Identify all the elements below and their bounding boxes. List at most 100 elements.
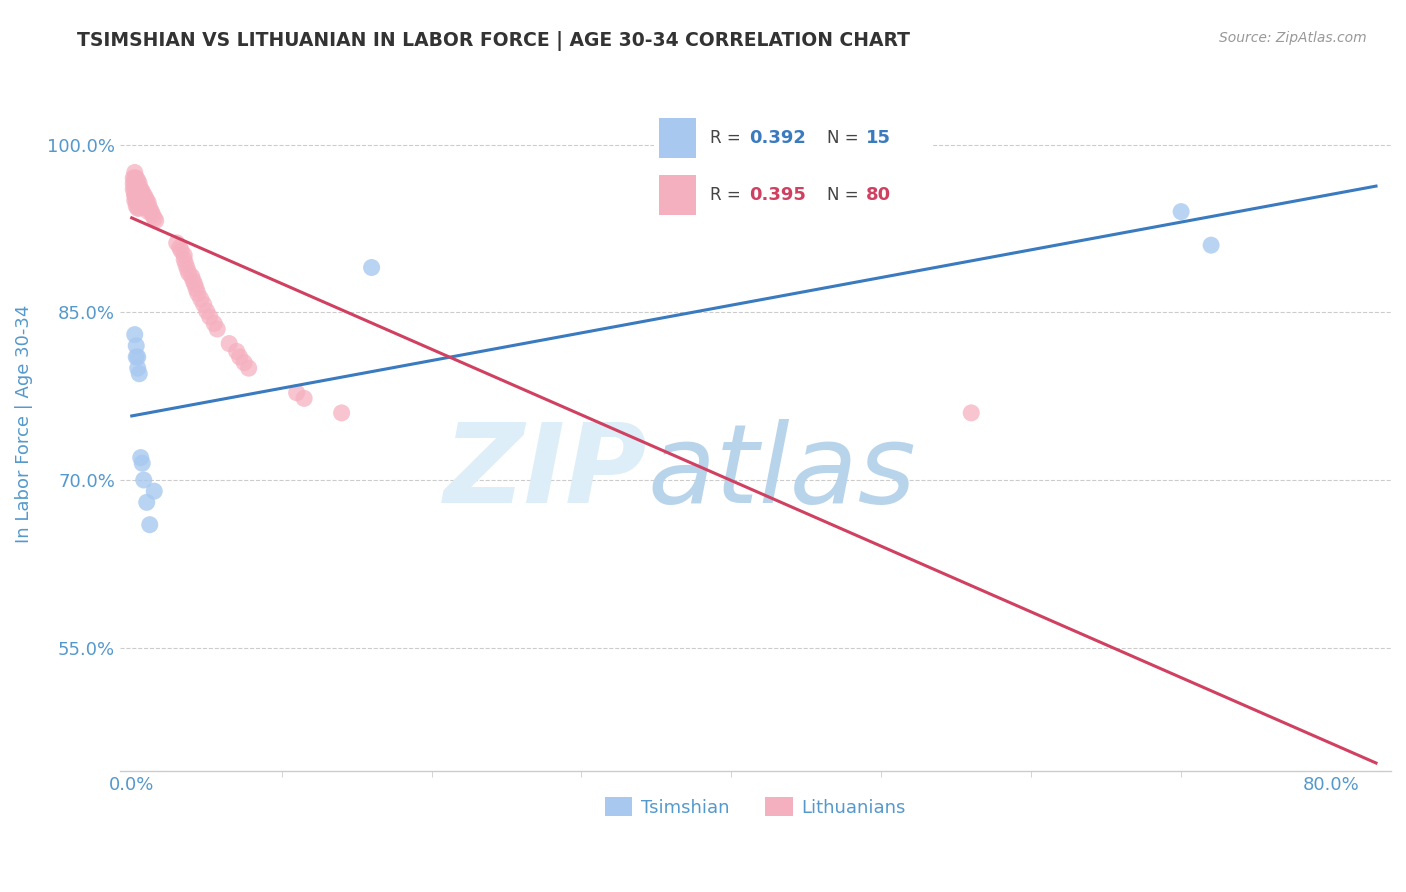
Point [180, 269, 202, 284]
Point [198, 310, 221, 324]
Point [132, 194, 155, 208]
Text: Source: ZipAtlas.com: Source: ZipAtlas.com [1219, 31, 1367, 45]
Point [127, 178, 149, 193]
Point [138, 517, 160, 532]
Point [174, 257, 197, 271]
Point [122, 182, 145, 196]
Point [136, 204, 159, 219]
Point [218, 336, 240, 351]
Point [127, 350, 149, 364]
Point [124, 327, 146, 342]
Point [131, 185, 153, 199]
Point [125, 339, 148, 353]
Point [136, 201, 159, 215]
Point [125, 187, 148, 202]
Point [122, 171, 145, 186]
Point [233, 355, 256, 369]
Point [176, 261, 198, 276]
Point [128, 201, 150, 215]
Point [225, 344, 247, 359]
Point [145, 213, 167, 227]
Point [1199, 238, 1222, 252]
Point [129, 182, 152, 196]
Text: TSIMSHIAN VS LITHUANIAN IN LABOR FORCE | AGE 30-34 CORRELATION CHART: TSIMSHIAN VS LITHUANIAN IN LABOR FORCE |… [77, 31, 910, 51]
Point [124, 177, 146, 191]
Point [170, 244, 193, 258]
Point [125, 350, 148, 364]
Point [134, 195, 156, 210]
Point [125, 171, 148, 186]
Point [166, 235, 188, 250]
Point [173, 252, 195, 267]
Point [360, 260, 382, 275]
Point [125, 194, 148, 208]
Point [128, 177, 150, 191]
Point [128, 367, 150, 381]
Point [195, 304, 218, 318]
Point [169, 240, 191, 254]
Point [132, 198, 155, 212]
Point [124, 171, 146, 186]
Point [125, 177, 148, 191]
Text: ZIP: ZIP [444, 419, 647, 526]
Point [127, 195, 149, 210]
Point [187, 286, 209, 301]
Point [127, 194, 149, 208]
Point [129, 185, 152, 199]
Point [128, 194, 150, 208]
Y-axis label: In Labor Force | Age 30-34: In Labor Force | Age 30-34 [15, 305, 32, 543]
Point [285, 385, 308, 400]
Point [135, 199, 157, 213]
Point [124, 194, 146, 208]
Point [177, 266, 200, 280]
Point [127, 185, 149, 199]
Point [136, 195, 159, 210]
Point [125, 199, 148, 213]
Point [292, 392, 315, 406]
Point [135, 194, 157, 208]
Point [128, 182, 150, 196]
Point [128, 195, 150, 210]
Point [205, 322, 228, 336]
Point [143, 484, 166, 499]
Point [125, 182, 148, 196]
Point [128, 190, 150, 204]
Point [228, 350, 250, 364]
Point [190, 292, 212, 306]
Point [127, 201, 149, 215]
Point [330, 406, 353, 420]
Point [193, 297, 215, 311]
Point [132, 473, 155, 487]
Point [122, 177, 145, 191]
Point [173, 248, 195, 262]
Point [142, 208, 165, 222]
Point [1170, 204, 1192, 219]
Point [132, 187, 155, 202]
Point [238, 361, 260, 376]
Text: atlas: atlas [647, 419, 915, 526]
Point [129, 189, 152, 203]
Point [135, 495, 157, 509]
Point [131, 195, 153, 210]
Point [131, 190, 153, 204]
Point [124, 182, 146, 196]
Point [124, 187, 146, 202]
Point [129, 450, 152, 465]
Legend: Tsimshian, Lithuanians: Tsimshian, Lithuanians [598, 790, 914, 824]
Point [124, 187, 146, 202]
Point [129, 194, 152, 208]
Point [134, 190, 156, 204]
Point [183, 277, 205, 292]
Point [127, 173, 149, 187]
Point [138, 201, 160, 215]
Point [960, 406, 983, 420]
Point [128, 187, 150, 202]
Point [141, 204, 163, 219]
Point [127, 187, 149, 202]
Point [131, 456, 153, 470]
Point [124, 165, 146, 179]
Point [143, 211, 166, 226]
Point [181, 274, 204, 288]
Point [186, 282, 208, 296]
Point [127, 361, 149, 376]
